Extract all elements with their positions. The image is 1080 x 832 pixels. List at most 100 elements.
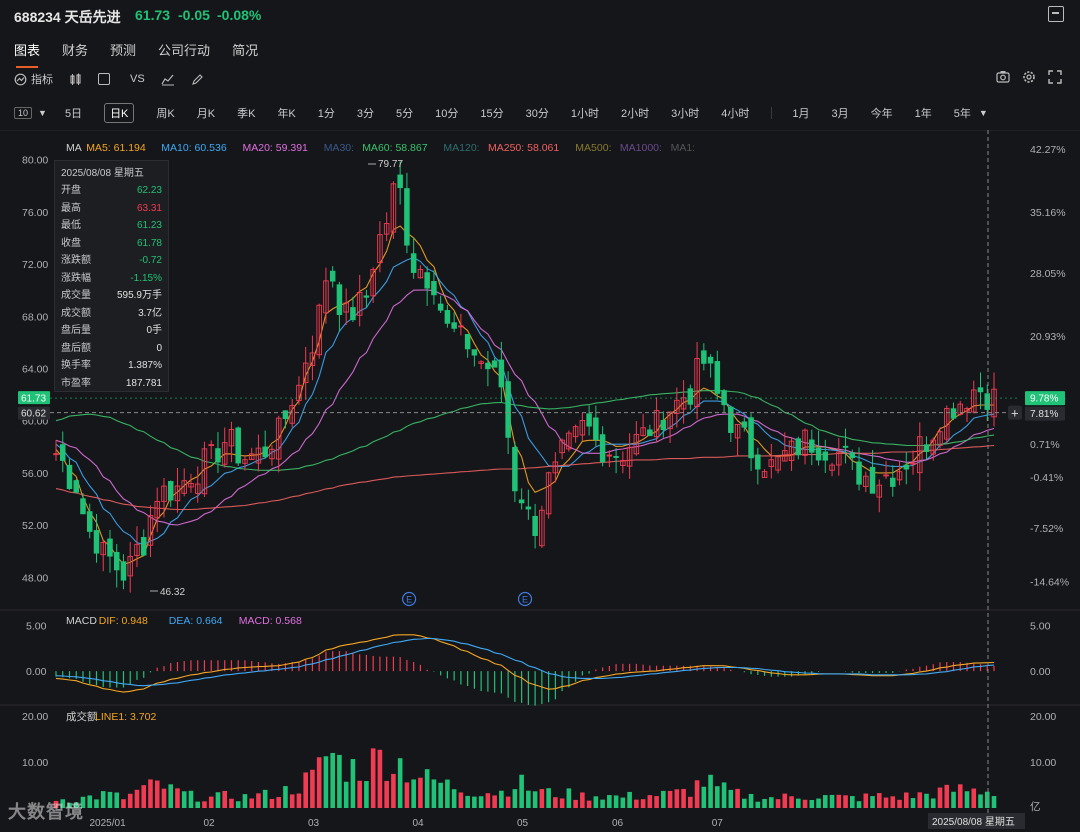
candle-body: [201, 448, 208, 495]
candle-body: [606, 454, 613, 457]
candle-body: [134, 543, 140, 556]
candle-body: [674, 399, 680, 414]
range-1m[interactable]: 1月: [792, 108, 810, 120]
range-chevron-down-icon[interactable]: ▼: [978, 108, 988, 118]
pct-tick-label: 42.27%: [1030, 144, 1066, 156]
volume-bar: [87, 795, 93, 808]
volume-bar: [148, 779, 153, 808]
candle-body: [863, 475, 869, 487]
candle-body: [363, 295, 370, 298]
price-tick-label: 56.00: [22, 468, 48, 480]
tab-finance[interactable]: 财务: [62, 43, 89, 58]
gear-icon[interactable]: [1022, 70, 1036, 84]
period-quarterly[interactable]: 季K: [237, 108, 256, 120]
candle-body: [937, 431, 943, 446]
tab-corporate-actions[interactable]: 公司行动: [158, 43, 211, 58]
period-count-select[interactable]: 10: [14, 107, 33, 119]
period-weekly[interactable]: 周K: [156, 108, 175, 120]
candle-body: [795, 438, 802, 456]
range-ytd[interactable]: 今年: [870, 108, 893, 120]
volume-bar: [701, 786, 707, 808]
volume-bar: [505, 796, 511, 808]
candle-body: [100, 541, 106, 556]
volume-bar: [647, 795, 653, 808]
range-3m[interactable]: 3月: [831, 108, 849, 120]
ma-legend-item: MA10: 60.536: [161, 142, 227, 154]
period-1h[interactable]: 1小时: [570, 108, 600, 120]
period-yearly[interactable]: 年K: [277, 108, 296, 120]
volume-bar: [829, 794, 835, 808]
period-4h[interactable]: 4小时: [721, 108, 750, 120]
price-tick-label: 52.00: [22, 520, 48, 532]
candle-body: [917, 436, 923, 474]
indicator-button[interactable]: 指标: [14, 71, 53, 87]
tooltip-row: 收盘 61.78: [61, 235, 162, 253]
candle-body: [971, 389, 977, 413]
volume-bar: [762, 798, 767, 808]
candle-type-button[interactable]: [69, 73, 82, 86]
draw-rect-button[interactable]: [98, 73, 114, 85]
period-1min[interactable]: 1分: [317, 108, 335, 120]
ma-legend-item: MA250: 58.061: [488, 142, 559, 154]
candle-body: [323, 280, 329, 314]
period-monthly[interactable]: 月K: [196, 108, 216, 120]
tab-chart[interactable]: 图表: [14, 40, 40, 68]
tab-profile[interactable]: 简况: [232, 43, 259, 58]
volume-bar: [168, 784, 174, 808]
period-30min[interactable]: 30分: [525, 108, 549, 120]
volume-bar: [715, 786, 720, 808]
volume-bar: [526, 790, 531, 808]
period-3h[interactable]: 3小时: [671, 108, 700, 120]
period-3min[interactable]: 3分: [356, 108, 375, 120]
period-10min[interactable]: 10分: [435, 108, 459, 120]
period-daily[interactable]: 日K: [104, 103, 135, 123]
volume-bar: [978, 794, 983, 808]
period-5d[interactable]: 5日: [64, 108, 83, 120]
period-5min[interactable]: 5分: [396, 108, 414, 120]
range-5y[interactable]: 5年: [953, 108, 971, 120]
tab-forecast[interactable]: 预测: [110, 43, 137, 58]
candle-body: [836, 451, 842, 466]
volume-bar: [53, 800, 59, 808]
candle-body: [701, 350, 707, 364]
chart-area[interactable]: MA MA5: 61.194 MA10: 60.536 MA20: 59.391 MA3…: [0, 130, 1080, 832]
candle-body: [532, 515, 538, 537]
period-2h[interactable]: 2小时: [621, 108, 650, 120]
price-tick-label: 76.00: [22, 207, 48, 219]
volume-bar: [370, 748, 376, 808]
candle-body: [741, 421, 748, 428]
candle-body: [822, 451, 829, 461]
volume-bar: [161, 788, 167, 808]
chart-style-button[interactable]: [161, 73, 175, 86]
tooltip-label: 盘后额: [61, 342, 91, 354]
fullscreen-icon[interactable]: [1048, 70, 1062, 84]
volume-bar: [620, 797, 626, 808]
volume-bar: [822, 795, 828, 808]
exit-icon[interactable]: [1048, 6, 1064, 22]
chevron-down-icon[interactable]: ▼: [38, 108, 47, 118]
volume-bar: [984, 791, 990, 808]
candle-body: [302, 362, 309, 384]
candle-body: [86, 511, 93, 532]
macd-tick-label-right: 5.00: [1030, 621, 1051, 633]
macd-legend-item: MACD: [66, 615, 97, 627]
candle-body: [336, 284, 343, 316]
volume-bar: [485, 793, 491, 808]
volume-bar: [546, 788, 551, 808]
pct-tick-label: 28.05%: [1030, 268, 1066, 280]
candle-body: [59, 444, 66, 461]
volume-bar: [472, 796, 477, 808]
camera-icon[interactable]: [996, 70, 1010, 83]
compare-button[interactable]: VS: [130, 73, 145, 85]
tooltip-label: 成交量: [61, 290, 91, 301]
volume-bar: [73, 802, 79, 808]
draw-tool-button[interactable]: [191, 73, 204, 86]
candle-body: [113, 551, 120, 571]
volume-bar: [451, 789, 457, 808]
range-1y[interactable]: 1年: [914, 108, 932, 120]
period-15min[interactable]: 15分: [480, 108, 504, 120]
volume-bar: [613, 795, 619, 808]
candle-body: [127, 555, 133, 577]
candle-body: [296, 384, 302, 401]
volume-bar: [843, 795, 848, 808]
